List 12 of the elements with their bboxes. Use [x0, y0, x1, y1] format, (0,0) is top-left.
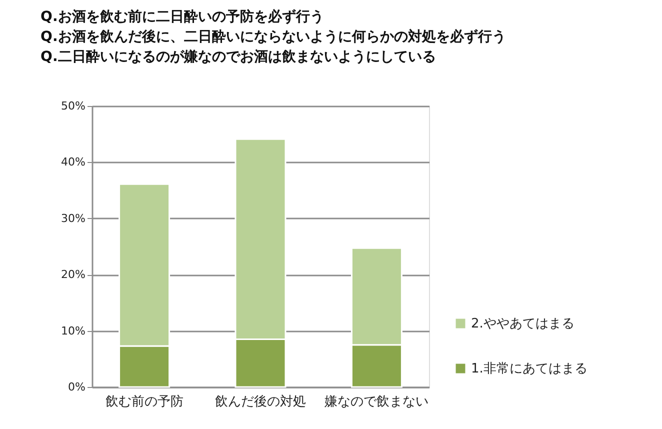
- chart-title: Q.お酒を飲む前に二日酔いの予防を必ず行う Q.お酒を飲んだ後に、二日酔いにならないように何らかの対処を必ず行う Q.二日酔いになるのが嫌なのでお酒は飲まないようにしている: [40, 8, 506, 65]
- y-tick-label: 10%: [61, 324, 86, 338]
- x-tick-label: 飲んだ後の対処: [215, 394, 306, 410]
- legend-label: 1.非常にあてはまる: [471, 362, 588, 376]
- x-tick-label: 飲む前の予防: [105, 394, 184, 410]
- y-tick-label: 50%: [61, 100, 86, 112]
- y-tick-label: 30%: [61, 212, 86, 225]
- x-tick-label: 嫌なので飲まない: [324, 394, 429, 410]
- legend-label: 2.ややあてはまる: [471, 316, 574, 332]
- y-tick-label: 0%: [68, 380, 86, 394]
- y-tick-label: 40%: [61, 156, 86, 169]
- y-tick-label: 20%: [61, 268, 86, 282]
